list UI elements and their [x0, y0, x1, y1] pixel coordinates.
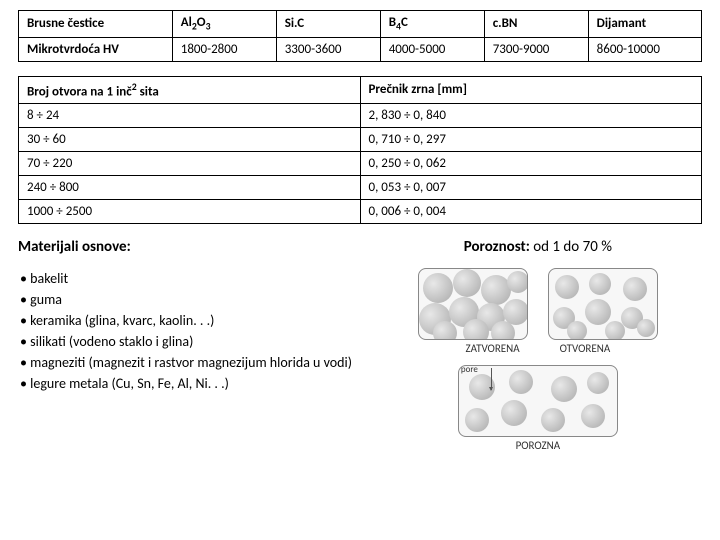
- material-item-4: • magneziti (magnezit i rastvor magnezij…: [20, 352, 360, 373]
- t2-r2: 70 ÷ 2200, 250 ÷ 0, 062: [19, 151, 702, 175]
- materials-column: Materijali osnove: • bakelit • guma • ke…: [18, 238, 360, 394]
- porosity-diagram-top-row: [418, 268, 658, 340]
- materials-list: • bakelit • guma • keramika (glina, kvar…: [20, 268, 360, 394]
- table1-header-row: Brusne čestice Al2O3 Si.C B4C c.BN Dijam…: [19, 11, 702, 38]
- t1-v3: 7300-9000: [484, 37, 588, 61]
- t2-c20: 70 ÷ 220: [19, 151, 361, 175]
- porosity-heading: Poroznost: od 1 do 70 %: [464, 238, 612, 256]
- t2-r3: 240 ÷ 8000, 053 ÷ 0, 007: [19, 175, 702, 199]
- t1-rowlabel: Mikrotvrdoća HV: [19, 37, 173, 61]
- bottom-section: Materijali osnove: • bakelit • guma • ke…: [18, 238, 702, 452]
- table1-data-row: Mikrotvrdoća HV 1800-2800 3300-3600 4000…: [19, 37, 702, 61]
- closed-blob: [418, 268, 528, 340]
- t2-c10: 30 ÷ 60: [19, 127, 361, 151]
- pore-label: pore: [461, 365, 478, 375]
- mi1: guma: [30, 291, 62, 308]
- t1-h3: B4C: [380, 11, 484, 38]
- materials-heading: Materijali osnove:: [18, 238, 360, 256]
- mi2: keramika (glina, kvarc, kaolin. . .): [30, 312, 214, 329]
- t2-c31: 0, 053 ÷ 0, 007: [360, 175, 702, 199]
- hardness-table: Brusne čestice Al2O3 Si.C B4C c.BN Dijam…: [18, 10, 702, 62]
- material-item-1: • guma: [20, 289, 360, 310]
- t2-h0: Broj otvora na 1 inč2 sita: [19, 76, 361, 103]
- t2-c11: 0, 710 ÷ 0, 297: [360, 127, 702, 151]
- t1-v2: 4000-5000: [380, 37, 484, 61]
- porous-diagram-wrap: pore mostići POROZNA: [458, 365, 618, 452]
- top-legend: ZATVORENA OTVORENA: [465, 342, 610, 355]
- t2-c40: 1000 ÷ 2500: [19, 199, 361, 223]
- t1-h1: Al2O3: [172, 11, 276, 38]
- porous-blob: pore mostići: [458, 365, 618, 437]
- closed-porosity-diagram: [418, 268, 528, 340]
- mi5: legure metala (Cu, Sn, Fe, Al, Ni. . .): [30, 375, 229, 392]
- t2-c30: 240 ÷ 800: [19, 175, 361, 199]
- t2-c01: 2, 830 ÷ 0, 840: [360, 103, 702, 127]
- porosity-column: Poroznost: od 1 do 70 %: [374, 238, 702, 452]
- t1-h5: Dijamant: [588, 11, 701, 38]
- material-item-3: • silikati (vodeno staklo i glina): [20, 331, 360, 352]
- mi3: silikati (vodeno staklo i glina): [30, 333, 193, 350]
- t2-r1: 30 ÷ 600, 710 ÷ 0, 297: [19, 127, 702, 151]
- t2-c41: 0, 006 ÷ 0, 004: [360, 199, 702, 223]
- porosity-value: od 1 do 70 %: [533, 238, 612, 256]
- closed-label: ZATVORENA: [465, 342, 519, 355]
- t1-h4: c.BN: [484, 11, 588, 38]
- t1-h2: Si.C: [276, 11, 380, 38]
- material-item-2: • keramika (glina, kvarc, kaolin. . .): [20, 310, 360, 331]
- table2-header-row: Broj otvora na 1 inč2 sita Prečnik zrna …: [19, 76, 702, 103]
- open-porosity-diagram: [548, 268, 658, 340]
- porosity-label: Poroznost:: [464, 238, 530, 256]
- material-item-0: • bakelit: [20, 268, 360, 289]
- t1-v0: 1800-2800: [172, 37, 276, 61]
- mi0: bakelit: [30, 270, 68, 287]
- t1-h0: Brusne čestice: [19, 11, 173, 38]
- sieve-table: Broj otvora na 1 inč2 sita Prečnik zrna …: [18, 76, 702, 224]
- t1-v4: 8600-10000: [588, 37, 701, 61]
- t2-h1: Prečnik zrna [mm]: [360, 76, 702, 103]
- open-blob: [548, 268, 658, 340]
- t2-c00: 8 ÷ 24: [19, 103, 361, 127]
- open-label: OTVORENA: [560, 342, 611, 355]
- t1-v1: 3300-3600: [276, 37, 380, 61]
- t2-c21: 0, 250 ÷ 0, 062: [360, 151, 702, 175]
- porous-label: POROZNA: [516, 439, 561, 452]
- t2-r4: 1000 ÷ 25000, 006 ÷ 0, 004: [19, 199, 702, 223]
- t2-r0: 8 ÷ 242, 830 ÷ 0, 840: [19, 103, 702, 127]
- material-item-5: • legure metala (Cu, Sn, Fe, Al, Ni. . .…: [20, 373, 360, 394]
- mi4: magneziti (magnezit i rastvor magnezijum…: [30, 354, 352, 371]
